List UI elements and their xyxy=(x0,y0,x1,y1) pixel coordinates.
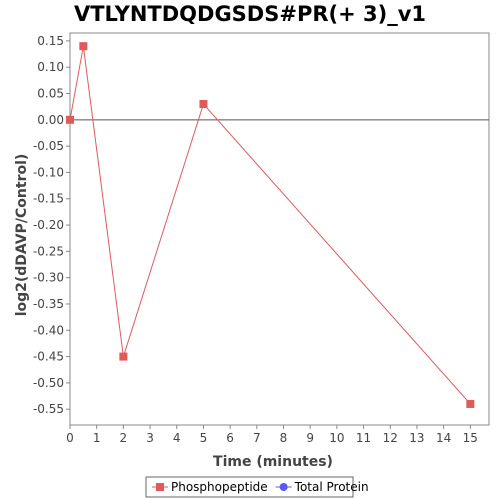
x-tick-label: 3 xyxy=(146,431,154,445)
y-tick-label: -0.55 xyxy=(33,402,64,416)
data-point xyxy=(119,352,128,361)
x-tick-label: 10 xyxy=(329,431,344,445)
data-point xyxy=(199,100,208,109)
y-tick-label: -0.10 xyxy=(33,165,64,179)
x-tick-label: 8 xyxy=(280,431,288,445)
legend: Phosphopeptide Total Protein xyxy=(145,476,369,498)
x-tick-label: 1 xyxy=(93,431,101,445)
y-tick-label: -0.30 xyxy=(33,271,64,285)
y-tick-label: 0.05 xyxy=(37,87,64,101)
data-point xyxy=(79,42,88,51)
legend-marker xyxy=(156,483,164,491)
chart-title: VTLYNTDQDGSDS#PR(+ 3)_v1 xyxy=(73,2,427,26)
y-tick-label: -0.05 xyxy=(33,139,64,153)
y-tick-label: 0.10 xyxy=(37,60,64,74)
x-axis-title: Time (minutes) xyxy=(213,454,333,470)
y-tick-label: -0.20 xyxy=(33,218,64,232)
x-tick-label: 9 xyxy=(306,431,314,445)
x-tick-label: 6 xyxy=(226,431,234,445)
y-tick-label: -0.35 xyxy=(33,297,64,311)
y-tick-label: -0.45 xyxy=(33,350,64,364)
y-tick-label: -0.40 xyxy=(33,323,64,337)
legend-marker xyxy=(279,483,288,491)
x-tick-label: 13 xyxy=(409,431,424,445)
y-axis-title: log2(dDAVP/Control) xyxy=(14,154,30,317)
legend-label: Phosphopeptide xyxy=(171,480,268,494)
x-tick-label: 14 xyxy=(436,431,451,445)
data-point xyxy=(466,399,475,408)
y-tick-label: 0.15 xyxy=(37,34,64,48)
data-point xyxy=(66,115,74,124)
y-tick-label: -0.15 xyxy=(33,192,64,206)
y-tick-label: 0.00 xyxy=(37,113,64,127)
y-tick-label: -0.25 xyxy=(33,244,64,258)
plot-area xyxy=(69,32,490,426)
legend-box xyxy=(145,476,354,498)
x-tick-label: 11 xyxy=(356,431,371,445)
x-tick-label: 4 xyxy=(173,431,181,445)
x-tick-label: 7 xyxy=(253,431,261,445)
x-tick-label: 0 xyxy=(66,431,74,445)
legend-label: Total Protein xyxy=(294,480,369,494)
x-tick-label: 12 xyxy=(383,431,398,445)
x-tick-label: 5 xyxy=(200,431,208,445)
x-tick-label: 15 xyxy=(463,431,478,445)
x-tick-label: 2 xyxy=(120,431,128,445)
y-tick-label: -0.50 xyxy=(33,376,64,390)
